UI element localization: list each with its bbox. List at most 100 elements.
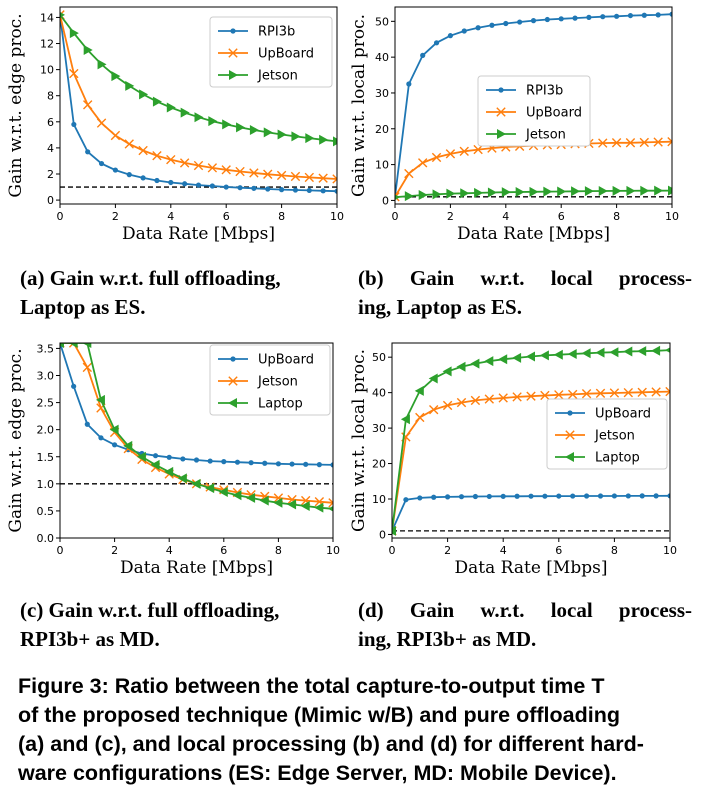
chart-a-series-0 [60,12,337,194]
chart-c-series-0-point-16 [275,461,281,467]
chart-d-series-0-point-2 [417,495,423,501]
subcaption-c-line2: RPI3b+ as MD. [20,627,160,651]
chart-d-series-1-point-18 [637,387,647,397]
chart-c-series-0-point-13 [234,459,241,465]
chart-d-series-0-point-9 [514,493,520,499]
chart-c-series-2-point-12 [218,486,228,497]
chart-d-plot-frame [391,342,671,539]
chart-d-series-2-point-12 [553,349,563,360]
chart-d-series-2-point-15 [595,347,605,358]
chart-d-y-tick-label-0: 0 [379,528,386,541]
chart-c-x-axis-title: Data Rate [Mbps] [120,558,273,578]
chart-d-series-1-point-3 [429,404,439,415]
chart-a-x-tick-label-0: 0 [57,210,64,223]
chart-d-series-1-point-7 [484,394,494,404]
chart-d-series-2-point-0 [392,525,396,536]
chart-a-series-1-point-18 [304,172,314,183]
chart-a-x-tick-label-1: 2 [112,210,119,223]
chart-a-series-1-point-19 [318,173,328,183]
chart-b-series-2-point-8 [501,187,511,198]
chart-a-y-tick-label-7: 14 [40,11,54,24]
chart-b-series-1-point-0 [395,192,400,202]
chart-a-series-1-point-2 [83,100,93,110]
chart-b-x-tick-label-4: 8 [613,210,620,223]
chart-a-series-0-point-2 [85,149,91,155]
chart-b-series-2-point-9 [515,187,525,198]
chart-a-series-1-point-8 [166,154,176,165]
chart-b-x-tick-label-5: 10 [665,210,679,223]
chart-b-y-tick-label-1: 10 [375,159,389,172]
chart-a-x-axis-title: Data Rate [Mbps] [122,224,275,244]
chart-d-series-2-point-10 [526,351,535,362]
chart-b-x-tick-label-2: 4 [502,210,509,223]
chart-b-series-0-point-10 [530,18,537,24]
chart-b-series-2-point-15 [598,186,608,197]
chart-c-series-0-point-20 [330,462,333,468]
chart-d-series-2-point-5 [456,361,466,372]
chart-b-svg: 0 2 4 6 8 10 0 10 20 30 40 50 Data Rate [Mbps] Gain w… [349,6,679,244]
chart-a-series-1-point-12 [221,165,231,175]
chart-a-series-0-point-12 [223,184,229,190]
chart-b-y-axis-title: Gain w.r.t. local proc. [349,14,369,197]
chart-b-series-0-point-9 [517,19,523,25]
chart-d-series-1-point-17 [623,387,633,398]
chart-a-series-1-point-5 [124,139,134,149]
chart-a-series-2-point-9 [180,107,190,118]
chart-c-series-2-point-17 [287,499,297,510]
chart-b-series-1-point-17 [625,138,636,148]
chart-d-series-0-point-5 [458,494,465,500]
chart-d-series-0 [392,493,670,534]
chart-c-series-0-point-12 [221,459,227,465]
chart-b-legend-label-1: UpBoard [526,106,582,121]
chart-d-series-2-point-6 [470,358,480,369]
chart-a-series-0-point-19 [320,188,326,194]
chart-c-y-tick-label-7: 3.5 [37,342,55,355]
chart-a-x-tick-label-2: 4 [167,210,174,223]
chart-a-y-tick-label-1: 2 [47,168,54,181]
chart-c-series-0-point-7 [152,453,159,459]
chart-a-series-2-point-19 [319,134,329,145]
chart-c-x-tick-label-5: 10 [326,544,340,557]
chart-a-series-2-point-16 [277,129,287,140]
chart-a-series-0-point-11 [209,183,215,189]
chart-d-series-1-point-2 [415,412,425,423]
chart-c-x-tick-label-3: 6 [220,544,227,557]
chart-d-series-0-point-6 [472,493,478,500]
chart-b-series-0-point-12 [558,16,564,22]
chart-c-series-1-point-2 [82,362,92,373]
chart-b-x-tick-label-1: 2 [447,210,454,223]
chart-d-x-tick-label-0: 0 [389,544,396,557]
figure-caption-line1: Figure 3: Ratio between the total captur… [18,674,605,698]
chart-a-series-1-point-10 [193,160,204,171]
chart-b-series-1-point-6 [473,144,483,155]
chart-b-legend-label-2: Jetson [525,128,566,143]
chart-c-y-tick-label-3: 1.5 [37,451,55,464]
chart-c-series-2-point-5 [123,440,133,451]
chart-d-x-tick-label-3: 6 [555,544,562,557]
chart-b-series-1-point-19 [653,137,663,147]
chart-b-series-0-point-1 [406,81,412,87]
subcaption-d: (d) Gain w.r.t. local process- ing, RPI3… [358,596,692,654]
chart-b-series-1-point-2 [418,158,428,168]
chart-c-legend-marker-1 [228,376,238,386]
chart-b-series-0-point-19 [655,12,661,18]
chart-a-legend-marker-1 [228,48,238,58]
chart-a-y-tick-label-5: 10 [40,64,54,77]
chart-c-series-2-point-3 [95,394,105,405]
chart-c-legend-box [209,344,331,416]
chart-c-legend-marker-0 [230,356,236,362]
chart-a-series-1-point-13 [235,166,245,177]
chart-c-series-0-point-14 [248,460,254,466]
chart-b-series-2-point-4 [446,188,456,199]
chart-d-series-2-point-9 [512,352,522,363]
chart-d-x-tick-label-1: 2 [444,544,451,557]
chart-b-series-1-point-5 [459,146,469,157]
subcaption-b: (b) Gain w.r.t. local process- ing, Lapt… [358,264,692,322]
chart-d-y-tick-label-2: 20 [372,458,386,471]
chart-d-series-0-point-15 [597,493,604,499]
chart-d-legend-marker-2 [565,452,574,462]
chart-c-y-tick-label-0: 0.0 [37,532,55,545]
chart-d-series-0-point-20 [667,493,670,499]
chart-c-y-tick-label-2: 1.0 [37,478,55,491]
chart-b-legend-marker-2 [497,129,506,139]
